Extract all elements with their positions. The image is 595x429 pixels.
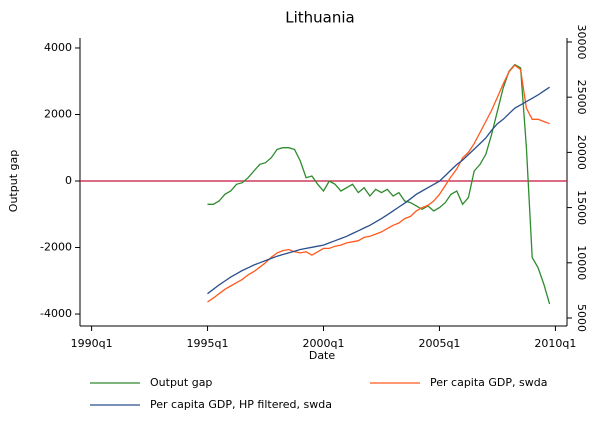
y-tick-label: 0 — [65, 174, 72, 187]
x-axis-label: Date — [309, 349, 336, 362]
series-line — [207, 63, 551, 305]
series-line — [207, 86, 550, 295]
legend-label: Output gap — [150, 376, 212, 389]
x-tick-label: 2005q1 — [418, 337, 460, 350]
chart-title: Lithuania — [285, 9, 354, 27]
x-tick-label: 1995q1 — [187, 337, 229, 350]
series-line — [207, 64, 550, 303]
y2-tick-label: 10000 — [575, 245, 588, 280]
y-tick-label: -2000 — [40, 241, 72, 254]
y2-tick-label: 25000 — [575, 80, 588, 115]
y-tick-label: 4000 — [44, 41, 72, 54]
y2-tick-label: 30000 — [575, 24, 588, 59]
y-axis-label: Output gap — [7, 150, 20, 212]
x-tick-label: 2000q1 — [303, 337, 345, 350]
y2-tick-label: 20000 — [575, 135, 588, 170]
legend-label: Per capita GDP, HP filtered, swda — [150, 398, 332, 411]
y2-tick-label: 5000 — [575, 304, 588, 332]
x-tick-label: 2010q1 — [534, 337, 576, 350]
x-tick-label: 1990q1 — [71, 337, 113, 350]
legend-label: Per capita GDP, swda — [430, 376, 547, 389]
y2-tick-label: 15000 — [575, 190, 588, 225]
y-tick-label: -4000 — [40, 307, 72, 320]
y-tick-label: 2000 — [44, 107, 72, 120]
